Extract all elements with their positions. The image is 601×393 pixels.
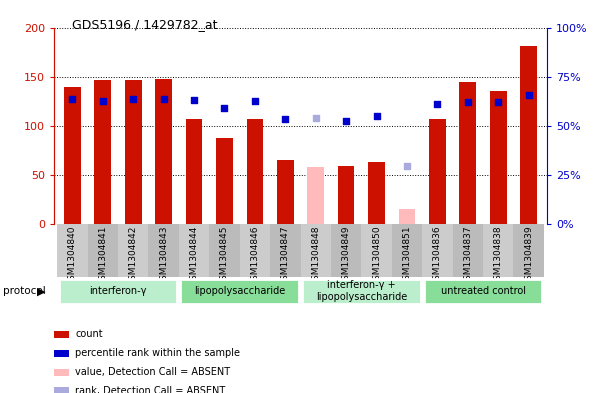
Bar bbox=[148, 224, 179, 277]
Point bbox=[219, 105, 229, 111]
FancyBboxPatch shape bbox=[59, 279, 177, 303]
Text: GSM1304840: GSM1304840 bbox=[68, 226, 77, 286]
Text: GSM1304844: GSM1304844 bbox=[189, 226, 198, 286]
Bar bbox=[513, 224, 544, 277]
Bar bbox=[429, 119, 446, 224]
Point bbox=[493, 99, 503, 105]
Text: protocol: protocol bbox=[3, 286, 49, 296]
Bar bbox=[459, 82, 476, 224]
Text: GSM1304845: GSM1304845 bbox=[220, 226, 229, 286]
Text: lipopolysaccharide: lipopolysaccharide bbox=[194, 286, 285, 296]
Bar bbox=[277, 160, 294, 224]
Text: count: count bbox=[75, 329, 103, 340]
Bar bbox=[270, 224, 300, 277]
Bar bbox=[300, 224, 331, 277]
Text: value, Detection Call = ABSENT: value, Detection Call = ABSENT bbox=[75, 367, 230, 377]
Text: GSM1304846: GSM1304846 bbox=[251, 226, 260, 286]
Point bbox=[189, 97, 199, 103]
Bar bbox=[483, 224, 513, 277]
Point bbox=[341, 118, 351, 124]
Bar bbox=[307, 167, 324, 224]
Bar bbox=[240, 224, 270, 277]
Bar bbox=[94, 79, 111, 224]
Text: GSM1304851: GSM1304851 bbox=[403, 226, 412, 286]
Bar bbox=[118, 224, 148, 277]
Bar bbox=[88, 224, 118, 277]
Point bbox=[98, 98, 108, 105]
Text: interferon-γ +
lipopolysaccharide: interferon-γ + lipopolysaccharide bbox=[316, 281, 407, 302]
Point bbox=[250, 98, 260, 105]
Point bbox=[281, 116, 290, 122]
Point bbox=[129, 96, 138, 102]
Bar bbox=[57, 224, 88, 277]
FancyBboxPatch shape bbox=[424, 279, 542, 303]
Text: GSM1304839: GSM1304839 bbox=[524, 226, 533, 286]
Bar bbox=[331, 224, 361, 277]
Bar bbox=[216, 138, 233, 224]
Text: GSM1304850: GSM1304850 bbox=[372, 226, 381, 286]
Point bbox=[311, 115, 320, 121]
Text: interferon-γ: interferon-γ bbox=[89, 286, 147, 296]
Bar bbox=[368, 162, 385, 224]
Text: GDS5196 / 1429782_at: GDS5196 / 1429782_at bbox=[72, 18, 218, 31]
Bar bbox=[246, 119, 263, 224]
Text: untreated control: untreated control bbox=[441, 286, 525, 296]
Point bbox=[372, 113, 382, 119]
Text: GSM1304849: GSM1304849 bbox=[341, 226, 350, 286]
Bar bbox=[338, 166, 355, 224]
Text: rank, Detection Call = ABSENT: rank, Detection Call = ABSENT bbox=[75, 386, 225, 393]
Text: GSM1304847: GSM1304847 bbox=[281, 226, 290, 286]
Text: GSM1304836: GSM1304836 bbox=[433, 226, 442, 286]
Bar bbox=[209, 224, 240, 277]
Bar bbox=[64, 87, 81, 224]
Bar bbox=[398, 209, 415, 224]
Text: percentile rank within the sample: percentile rank within the sample bbox=[75, 348, 240, 358]
Text: GSM1304838: GSM1304838 bbox=[494, 226, 502, 286]
Bar bbox=[155, 79, 172, 224]
Bar bbox=[186, 119, 203, 224]
Text: GSM1304848: GSM1304848 bbox=[311, 226, 320, 286]
Point bbox=[402, 163, 412, 169]
Text: GSM1304842: GSM1304842 bbox=[129, 226, 138, 286]
FancyBboxPatch shape bbox=[302, 279, 421, 303]
Text: GSM1304843: GSM1304843 bbox=[159, 226, 168, 286]
Bar bbox=[453, 224, 483, 277]
Point bbox=[524, 92, 534, 98]
Point bbox=[159, 96, 168, 102]
Bar bbox=[490, 92, 507, 224]
Point bbox=[463, 99, 472, 105]
Text: ▶: ▶ bbox=[37, 286, 46, 296]
Bar bbox=[361, 224, 392, 277]
Bar bbox=[520, 46, 537, 224]
Point bbox=[433, 101, 442, 107]
Bar bbox=[392, 224, 422, 277]
Bar bbox=[125, 79, 142, 224]
Text: GSM1304837: GSM1304837 bbox=[463, 226, 472, 286]
Bar bbox=[179, 224, 209, 277]
Bar bbox=[422, 224, 453, 277]
Point bbox=[67, 96, 77, 102]
Text: GSM1304841: GSM1304841 bbox=[99, 226, 107, 286]
FancyBboxPatch shape bbox=[180, 279, 299, 303]
